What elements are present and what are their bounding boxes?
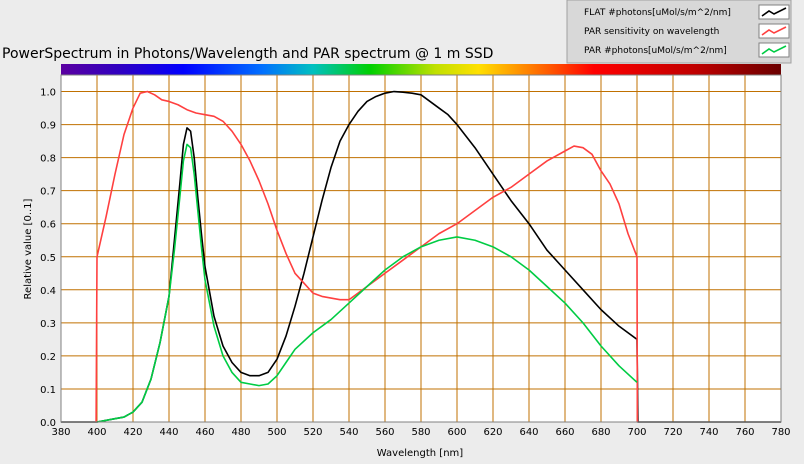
legend-swatch-box: [758, 23, 790, 39]
x-tick-label: 700: [627, 427, 646, 438]
y-tick-label: 1.0: [40, 88, 56, 99]
x-tick-label: 500: [267, 427, 286, 438]
x-tick-label: 420: [123, 427, 142, 438]
x-tick-label: 440: [159, 427, 178, 438]
x-axis-title: Wavelength [nm]: [377, 448, 463, 459]
legend-swatch-box: [758, 4, 790, 20]
y-tick-label: 0.2: [40, 352, 56, 363]
legend-swatch-line: [761, 26, 787, 36]
x-tick-label: 620: [483, 427, 502, 438]
grid-lines: [60, 75, 782, 423]
y-tick-label: 0.9: [40, 121, 56, 132]
x-tick-label: 460: [195, 427, 214, 438]
x-tick-label: 660: [555, 427, 574, 438]
x-tick-label: 540: [339, 427, 358, 438]
y-axis-title: Relative value [0..1]: [23, 198, 34, 299]
y-tick-label: 0.1: [40, 385, 56, 396]
x-tick-label: 740: [699, 427, 718, 438]
axes: 380 400 420 440 460 480 500 520 540 560 580 600 620 6…: [40, 74, 791, 438]
x-tick-label: 400: [87, 427, 106, 438]
series-line-2: [95, 90, 639, 423]
y-tick-label: 0.5: [40, 253, 56, 264]
y-tick-label: 0.0: [40, 418, 56, 429]
y-tick-label: 0.8: [40, 154, 56, 165]
x-tick-label: 580: [411, 427, 430, 438]
x-tick-label: 520: [303, 427, 322, 438]
y-tick-label: 0.7: [40, 187, 56, 198]
legend-label: FLAT #photons[uMol/s/m^2/nm]: [584, 8, 731, 18]
spectrum-color-bar: [61, 64, 781, 75]
x-tick-label: 760: [735, 427, 754, 438]
y-tick-label: 0.3: [40, 319, 56, 330]
y-tick-label: 0.4: [40, 286, 56, 297]
legend: FLAT #photons[uMol/s/m^2/nm] PAR sensitiv…: [566, 0, 792, 64]
x-tick-label: 720: [663, 427, 682, 438]
legend-swatch-line: [761, 45, 787, 55]
x-tick-label: 680: [591, 427, 610, 438]
legend-swatch-box: [758, 42, 790, 58]
legend-label: PAR sensitivity on wavelength: [584, 27, 719, 37]
y-tick-label: 0.6: [40, 220, 56, 231]
chart-title: PowerSpectrum in Photons/Wavelength and …: [2, 46, 493, 62]
legend-swatch-line: [761, 7, 787, 17]
x-tick-label: 480: [231, 427, 250, 438]
x-tick-label: 600: [447, 427, 466, 438]
data-series: [61, 90, 781, 423]
x-tick-label: 780: [771, 427, 790, 438]
x-tick-label: 640: [519, 427, 538, 438]
x-tick-label: 560: [375, 427, 394, 438]
x-tick-label: 380: [51, 427, 70, 438]
legend-box: [566, 0, 792, 64]
legend-label: PAR #photons[uMol/s/m^2/nm]: [584, 46, 727, 56]
series-line-3: [96, 143, 638, 423]
plot-frame: [60, 74, 782, 423]
